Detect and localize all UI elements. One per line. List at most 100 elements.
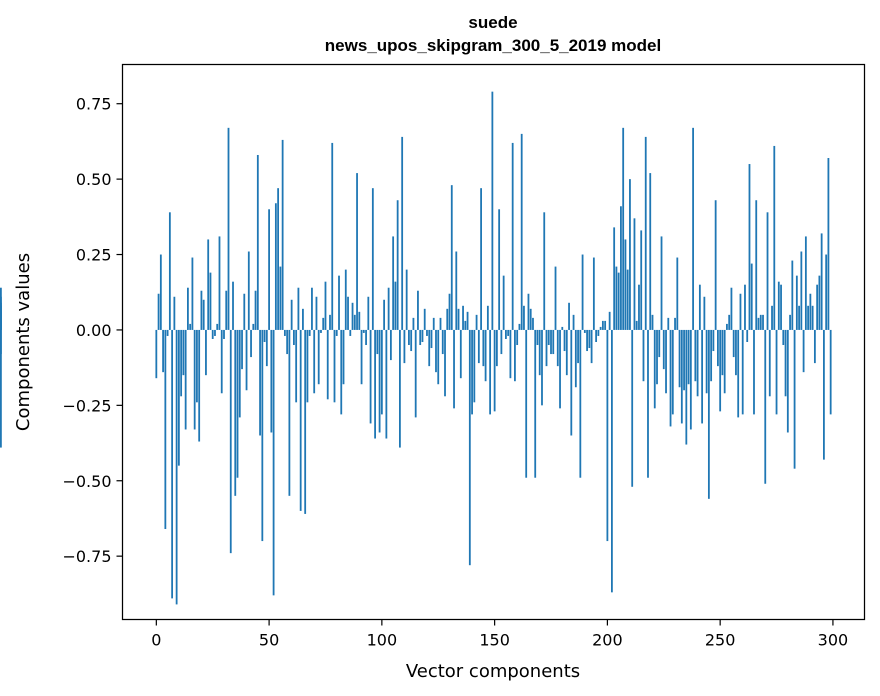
bar-164	[525, 329, 528, 478]
bar-280	[786, 329, 789, 433]
bar-75	[324, 281, 327, 330]
bar-189	[581, 254, 584, 330]
bar-236	[687, 329, 690, 385]
bar-137	[464, 320, 467, 330]
bar-37	[238, 329, 241, 418]
bar-298	[827, 158, 830, 330]
bar-112	[408, 329, 410, 346]
bar-289	[807, 305, 810, 330]
bar-201	[608, 311, 611, 330]
bar-245	[707, 329, 710, 499]
bar-87	[351, 302, 354, 330]
bar-62	[295, 329, 298, 403]
bar-119	[423, 308, 426, 330]
bar-32	[227, 127, 230, 330]
bar-98	[376, 329, 379, 355]
bar-275	[775, 329, 778, 415]
bar-246	[710, 329, 713, 382]
bar-undefined	[0, 287, 2, 330]
bar-86	[349, 329, 352, 336]
bar-46	[259, 329, 261, 436]
chart-subtitle: news_upos_skipgram_300_5_2019 model	[325, 36, 661, 55]
bar-233	[680, 329, 683, 424]
bar-8	[173, 296, 176, 330]
bar-54	[277, 188, 280, 330]
bar-99	[378, 329, 381, 433]
x-tick-label: 0	[151, 631, 161, 650]
bar-95	[369, 329, 372, 424]
bar-238	[692, 127, 694, 330]
bar-195	[595, 329, 598, 342]
bar-29	[220, 329, 223, 394]
bar-110	[403, 329, 406, 364]
chart-title: suede	[468, 13, 517, 32]
bar-257	[735, 329, 737, 376]
bar-16	[191, 257, 194, 330]
x-axis-ticks: 0 50 100 150 200 250 300	[151, 619, 848, 650]
bar-235	[685, 329, 688, 445]
bar-136	[462, 305, 464, 330]
bar-23	[207, 239, 210, 330]
bar-287	[802, 329, 805, 373]
bar-36	[236, 329, 239, 478]
bar-49	[265, 329, 268, 367]
bar-249	[717, 329, 719, 367]
bar-57	[283, 329, 286, 336]
bar-290	[809, 293, 812, 330]
bar-160	[516, 329, 519, 346]
bar-103	[387, 287, 390, 330]
y-tick-label: −0.25	[62, 396, 111, 415]
bar-38	[241, 329, 243, 370]
bar-104	[389, 329, 392, 361]
bar-286	[800, 251, 803, 330]
bar-270	[764, 329, 767, 484]
bar-225	[662, 329, 665, 370]
bar-181	[563, 329, 566, 352]
bar-215	[640, 230, 643, 330]
bar-116	[417, 290, 419, 330]
bar-211	[631, 329, 634, 487]
bar-295	[820, 233, 823, 330]
bar-10	[177, 329, 180, 466]
bar-254	[728, 314, 731, 330]
bar-106	[394, 281, 397, 330]
bar-70	[313, 329, 316, 394]
bar-126	[439, 317, 442, 330]
bar-258	[737, 329, 740, 418]
bar-69	[311, 287, 313, 330]
bar-256	[732, 329, 735, 358]
bar-93	[365, 329, 367, 346]
bar-13	[184, 329, 187, 430]
bar-83	[342, 329, 345, 385]
bar-253	[726, 323, 728, 330]
y-tick-label: −0.50	[62, 472, 111, 491]
bar-205	[617, 272, 620, 330]
bar-276	[777, 281, 780, 330]
bar-51	[270, 329, 273, 433]
bar-267	[757, 317, 760, 330]
bar-282	[791, 260, 794, 330]
x-tick-label: 50	[259, 631, 279, 650]
bar-58	[286, 329, 289, 355]
bar-208	[624, 239, 627, 330]
y-tick-label: −0.75	[62, 547, 111, 566]
bar-96	[371, 188, 374, 330]
bar-73	[320, 329, 322, 333]
bar-88	[353, 314, 356, 330]
bar-31	[225, 290, 228, 330]
bar-268	[759, 314, 762, 330]
bar-217	[644, 136, 647, 330]
bar-39	[243, 293, 246, 330]
bar-153	[500, 329, 503, 355]
bar-27	[216, 323, 219, 330]
bar-186	[574, 329, 577, 388]
bar-203	[613, 227, 616, 330]
bar-271	[766, 212, 769, 330]
bar-194	[592, 257, 595, 330]
bar-130	[448, 293, 451, 330]
bar-146	[484, 329, 487, 382]
bar-135	[459, 329, 462, 379]
bar-141	[473, 329, 476, 403]
bar-177	[554, 266, 557, 330]
